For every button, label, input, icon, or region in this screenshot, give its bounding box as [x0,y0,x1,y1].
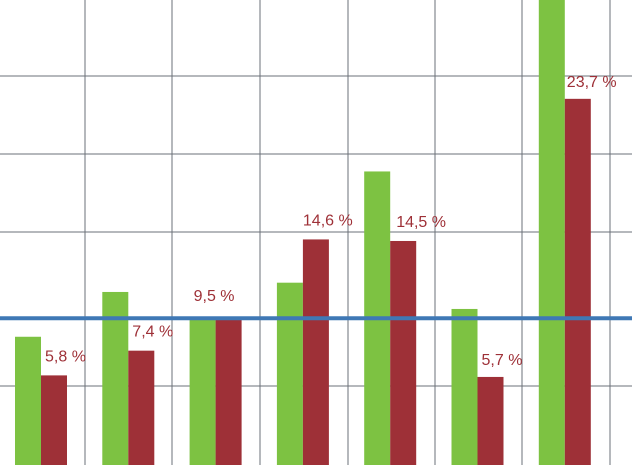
bar-red [564,98,591,465]
bar-green [451,308,478,465]
data-label: 14,5 % [396,214,446,231]
bar-green [538,0,565,465]
bar-red [215,318,242,465]
data-label: 9,5 % [194,288,235,305]
data-label: 7,4 % [132,324,173,341]
data-label: 5,7 % [482,352,523,369]
bar-red [128,350,155,465]
bar-green [189,318,216,465]
data-labels: 5,8 % 7,4 % 9,5 % 14,6 % 14,5 % 5,7 % 23,7 % [45,74,617,369]
data-label: 23,7 % [567,74,617,91]
bar-red [477,376,504,465]
data-label: 14,6 % [303,212,353,229]
data-label: 5,8 % [45,348,86,365]
bar-red [390,240,417,465]
bar-green [15,336,41,465]
bar-green [276,282,303,465]
bar-green [102,291,129,465]
chart-bars [15,0,591,465]
bar-red [302,239,329,465]
bar-red [41,375,67,465]
